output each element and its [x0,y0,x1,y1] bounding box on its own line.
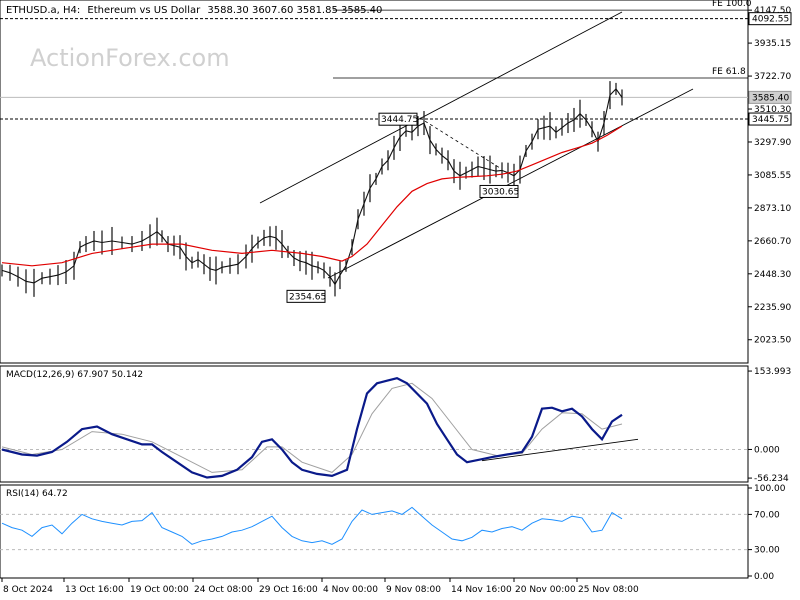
price-tick-label: 3085.55 [754,171,791,181]
level-label-box [748,90,792,104]
rsi-panel [0,484,749,579]
time-tick-label: 19 Oct 00:00 [130,585,189,595]
point-label-box [378,112,418,126]
time-tick-label: 14 Nov 16:00 [451,585,512,595]
time-axis: 8 Oct 2024 13 Oct 16:00 19 Oct 00:00 24 Oct… [1,578,639,595]
level-label: 4092.55 [752,15,789,25]
macd-tick-label: 0.000 [754,445,780,455]
time-tick-label: 8 Oct 2024 [3,585,53,595]
level-label-box [748,12,792,26]
fib-level-label: FE 100.0 [712,0,752,9]
panel-frames [0,0,749,579]
price-tick-label: 3510.30 [754,105,791,115]
macd-layer [0,377,748,479]
level-label-box [748,112,792,126]
price-tick-label: 2660.70 [754,237,791,247]
watermark: ActionForex.com [30,44,230,72]
macd-tick-label: -56.234 [754,474,789,484]
macd-panel [0,365,749,483]
macd-main-line [1,377,623,479]
price-tick-label: 3935.15 [754,39,791,49]
price-tick-label: 3297.90 [754,138,791,148]
time-tick-label: 24 Oct 08:00 [194,585,253,595]
price-tick-label: 3722.70 [754,72,791,82]
time-tick-label: 4 Nov 00:00 [323,585,378,595]
time-tick-label: 20 Nov 00:00 [515,585,576,595]
point-label: 3444.75 [381,115,418,125]
price-layer: FE 100.0 FE 61.8 3444.75 2354.65 3030.65 [0,0,752,303]
price-tick-label: 2235.90 [754,303,791,313]
point-label-box [286,289,326,303]
rsi-tick-label: 0.00 [754,572,774,582]
level-label: 3585.40 [752,93,789,103]
price-axis: 4147.50 3935.15 3722.70 3510.30 3297.90 3085.… [748,6,792,346]
point-label-box [479,184,519,198]
macd-signal-line [1,382,623,473]
header-symbol-text: ETHUSD.a, H4: [6,5,80,16]
level-label: 3445.75 [752,115,789,125]
fib-level-label: FE 61.8 [712,67,746,77]
price-tick-label: 2448.30 [754,270,791,280]
rsi-tick-label: 70.00 [754,510,780,520]
rsi-line [1,506,623,545]
time-tick-label: 13 Oct 16:00 [65,585,124,595]
header-description: Ethereum vs US Dollar [87,5,201,16]
header-ohlc: 3588.30 3607.60 3581.85 3585.40 [207,5,382,16]
macd-title: MACD(12,26,9) 67.907 50.142 [6,370,143,380]
price-tick-label: 2873.10 [754,204,791,214]
swing-dashed-line [419,117,501,169]
price-series [1,88,623,286]
macd-trendline [481,438,639,462]
time-tick-label: 9 Nov 08:00 [386,585,441,595]
point-label: 3030.65 [482,187,519,197]
rsi-layer [0,506,748,551]
channel-upper-line [259,11,623,204]
macd-axis: 153.993 0.000 -56.234 [748,367,791,484]
price-tick-label: 4147.50 [754,6,791,16]
rsi-tick-label: 30.00 [754,546,780,556]
time-tick-label: 25 Nov 08:00 [578,585,639,595]
time-tick-label: 29 Oct 16:00 [259,585,318,595]
moving-average-line [1,125,623,267]
rsi-title: RSI(14) 64.72 [6,489,68,499]
point-label: 2354.65 [289,292,326,302]
channel-lower-line [327,88,694,279]
rsi-tick-label: 100.00 [754,484,786,494]
macd-tick-label: 153.993 [754,367,791,377]
rsi-axis: 100.00 70.00 30.00 0.00 [748,484,786,582]
price-tick-label: 2023.50 [754,336,791,346]
header-symbol: ETHUSD.a, H4: Ethereum vs US Dollar 3588… [6,5,382,16]
